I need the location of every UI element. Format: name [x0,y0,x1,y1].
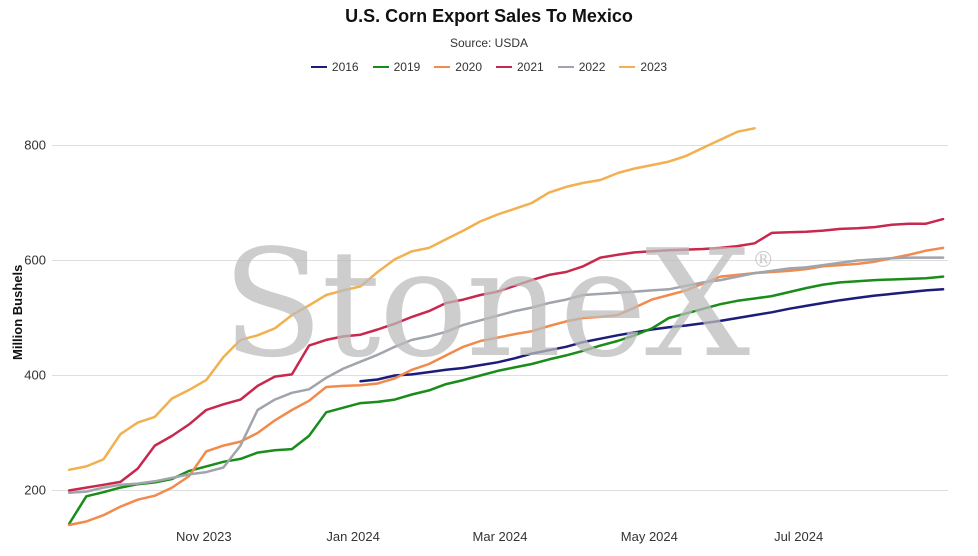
x-axis-ticks: Nov 2023 Jan 2024 Mar 2024 May 2024 Jul 2024 [176,529,823,544]
y-axis-ticks: 200 400 600 800 [24,138,46,498]
legend-swatch [619,66,636,68]
series-line-2023 [67,127,756,472]
x-tick-label: Mar 2024 [473,529,528,544]
x-tick-label: Nov 2023 [176,529,232,544]
y-tick-label: 600 [24,253,46,268]
grid-lines [52,145,948,491]
x-tick-label: Jul 2024 [774,529,823,544]
legend-swatch [310,66,327,68]
watermark-logo: StoneX ® [222,218,774,390]
legend-label: 2022 [578,60,606,74]
watermark-text: StoneX [222,218,750,390]
legend-item-2022[interactable]: 2022 [557,60,606,74]
legend-label: 2021 [517,60,544,74]
legend-label: 2016 [331,60,359,74]
legend: 2016 2019 2020 2021 2022 2023 [0,60,978,74]
legend-item-2019[interactable]: 2019 [372,60,421,74]
legend-item-2021[interactable]: 2021 [496,60,544,74]
y-tick-label: 800 [24,138,46,153]
series-line-2021 [67,217,945,492]
y-tick-label: 400 [24,368,46,383]
series-lines [67,127,945,527]
legend-item-2020[interactable]: 2020 [434,60,482,74]
legend-swatch [496,66,512,68]
chart-title: U.S. Corn Export Sales To Mexico [345,6,633,26]
legend-label: 2023 [640,60,668,74]
legend-item-2016[interactable]: 2016 [310,60,359,74]
legend-label: 2019 [393,60,421,74]
chart-subtitle: Source: USDA [449,36,529,50]
legend-label: 2020 [455,60,482,74]
series-line-2020 [67,246,945,527]
legend-swatch [434,66,451,68]
y-tick-label: 200 [24,483,46,498]
x-tick-label: May 2024 [621,529,678,544]
series-line-2019 [67,275,945,526]
legend-item-2023[interactable]: 2023 [619,60,667,74]
legend-swatch [372,66,389,68]
legend-swatch [557,66,574,68]
x-tick-label: Jan 2024 [326,529,380,544]
series-line-2022 [67,256,945,495]
